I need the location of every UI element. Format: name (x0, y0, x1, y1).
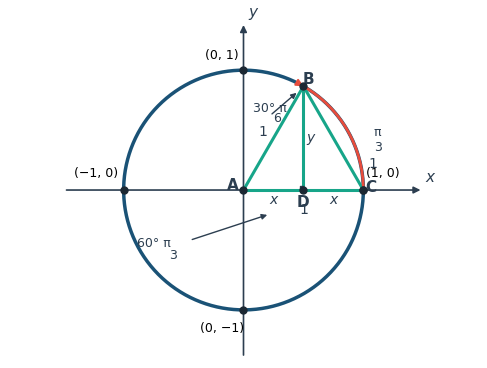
Text: π
3: π 3 (374, 126, 382, 154)
Text: 60° π: 60° π (137, 237, 170, 251)
Text: C: C (365, 180, 376, 195)
Text: y: y (306, 131, 315, 145)
Text: B: B (302, 71, 314, 86)
Text: y: y (248, 5, 257, 20)
Text: x: x (426, 170, 435, 185)
Text: x: x (329, 192, 337, 206)
Text: 3: 3 (169, 250, 177, 262)
Text: 6: 6 (273, 112, 281, 125)
Text: (0, 1): (0, 1) (205, 49, 239, 62)
Text: (−1, 0): (−1, 0) (74, 167, 118, 180)
Text: 30° π: 30° π (253, 102, 287, 115)
Text: 1: 1 (299, 204, 308, 217)
Text: 1: 1 (369, 157, 377, 171)
Text: (1, 0): (1, 0) (366, 167, 399, 180)
Text: (0, −1): (0, −1) (200, 322, 244, 335)
Text: A: A (227, 178, 239, 193)
Text: 1: 1 (258, 125, 267, 139)
Text: x: x (269, 192, 278, 206)
Text: D: D (297, 195, 310, 209)
